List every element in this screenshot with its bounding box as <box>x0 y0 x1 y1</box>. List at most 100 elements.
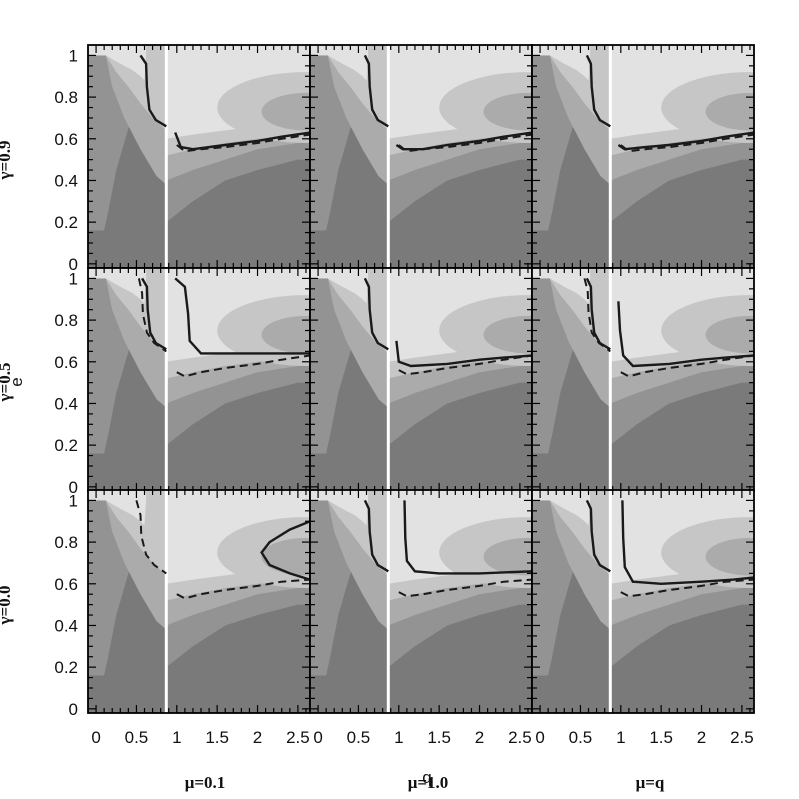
y-tick-label: 0.4 <box>54 616 78 635</box>
panel-body <box>532 490 754 713</box>
solid-curve-2 <box>617 131 754 151</box>
x-axis-title: q <box>422 768 431 787</box>
x-tick-label: 1 <box>616 728 625 747</box>
left-band-4 <box>88 268 147 304</box>
panel-body <box>88 268 310 491</box>
col-label-mu-0-1: μ=0.1 <box>185 773 226 792</box>
dashed-curve <box>398 578 532 598</box>
dashed-curve <box>620 354 754 378</box>
x-tick-label: 2.5 <box>286 728 310 747</box>
x-tick-label: 0.5 <box>569 728 593 747</box>
y-tick-label: 0 <box>69 700 78 719</box>
left-band-1 <box>532 490 611 676</box>
row-label-gamma-0-9: γ=0.9 <box>0 141 14 181</box>
panel-body <box>310 490 532 713</box>
solid-curve-2 <box>617 301 754 368</box>
panel-r0-c0 <box>87 44 311 269</box>
ellipse-inner <box>483 315 532 354</box>
panel-r2-c2 <box>531 489 755 714</box>
x-tick-label: 2.5 <box>730 728 754 747</box>
y-tick-label: 0.4 <box>54 171 78 190</box>
left-band-1 <box>532 45 611 231</box>
panel-body <box>532 268 754 491</box>
left-band-4 <box>532 268 591 304</box>
solid-curve-1 <box>363 499 389 573</box>
left-band-1 <box>88 490 167 676</box>
row-label-gamma-0-5: γ=0.5 <box>0 363 14 403</box>
panel-ticks <box>532 45 754 268</box>
ellipse-inner <box>483 92 532 131</box>
dashed-curve <box>398 354 532 376</box>
left-band-4 <box>532 490 591 526</box>
panel-ticks <box>88 45 310 268</box>
left-band-4 <box>310 45 369 81</box>
panel-ticks <box>532 268 754 491</box>
x-tick-label: 0 <box>535 728 544 747</box>
solid-curve-2 <box>395 131 532 151</box>
y-axis-title: e <box>7 377 26 386</box>
panel-r1-c2 <box>531 267 755 492</box>
x-tick-label: 0 <box>313 728 322 747</box>
solid-curve-1 <box>363 277 389 351</box>
solid-curve-1 <box>585 54 611 128</box>
ellipse-inner <box>261 92 310 131</box>
y-tick-label: 0.8 <box>54 533 78 552</box>
dashed-curve <box>620 578 754 598</box>
right-region <box>166 490 310 713</box>
y-tick-label: 1 <box>69 491 78 510</box>
y-tick-label: 0 <box>69 255 78 274</box>
ellipse-inner <box>705 315 754 354</box>
panel-body <box>310 45 532 268</box>
left-band-1 <box>310 45 389 231</box>
panel-r2-c0 <box>87 489 311 714</box>
panel-body <box>310 268 532 491</box>
y-tick-label: 0.6 <box>54 353 78 372</box>
left-band-1 <box>310 490 389 676</box>
x-tick-label: 0.5 <box>347 728 371 747</box>
x-tick-label: 1 <box>172 728 181 747</box>
axes-layer: 00.20.40.60.8100.20.40.60.8100.20.40.60.… <box>54 46 753 747</box>
left-band-1 <box>532 268 611 454</box>
left-band-4 <box>310 268 369 304</box>
dashed-curve <box>176 578 310 600</box>
y-tick-label: 0.6 <box>54 130 78 149</box>
x-tick-label: 2 <box>697 728 706 747</box>
y-tick-label: 0.6 <box>54 575 78 594</box>
panel-r0-c1 <box>309 44 533 269</box>
x-tick-label: 1.5 <box>427 728 451 747</box>
solid-curve-1 <box>585 499 611 573</box>
right-region <box>610 45 754 268</box>
solid-curve-1 <box>141 277 167 351</box>
y-tick-label: 0.8 <box>54 311 78 330</box>
x-tick-label: 0 <box>91 728 100 747</box>
solid-curve-2 <box>403 500 532 575</box>
left-band-1 <box>88 268 167 454</box>
y-tick-label: 0.2 <box>54 213 78 232</box>
panel-ticks <box>88 490 310 713</box>
right-region <box>610 490 754 713</box>
ellipse-inner <box>261 315 310 354</box>
panel-ticks <box>310 45 532 268</box>
panel-body <box>88 45 310 268</box>
solid-curve-1 <box>585 277 611 351</box>
solid-curve-1 <box>260 520 310 581</box>
left-band-1 <box>310 268 389 454</box>
solid-curve-1 <box>139 54 167 128</box>
x-tick-label: 2 <box>475 728 484 747</box>
solid-curve-2 <box>621 500 754 586</box>
solid-curve-2 <box>395 340 532 368</box>
right-region <box>388 268 532 491</box>
y-tick-label: 0.2 <box>54 658 78 677</box>
y-tick-label: 0 <box>69 478 78 497</box>
x-tick-label: 1.5 <box>205 728 229 747</box>
y-tick-label: 0.2 <box>54 436 78 455</box>
y-tick-label: 1 <box>69 46 78 65</box>
ellipse-inner <box>483 537 532 576</box>
dashed-curve <box>176 354 310 378</box>
panel-ticks <box>310 268 532 491</box>
panel-ticks <box>532 490 754 713</box>
right-region <box>610 268 754 491</box>
panel-body <box>532 45 754 268</box>
dashed-curve <box>398 133 532 153</box>
